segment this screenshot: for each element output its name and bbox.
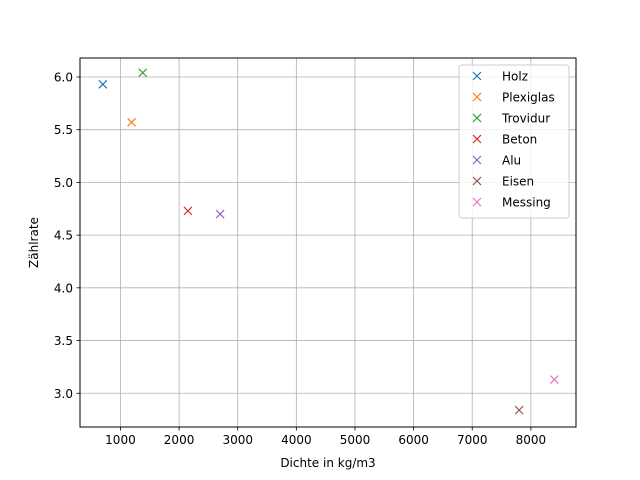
legend-marker <box>472 71 482 81</box>
legend-box <box>458 64 570 219</box>
legend: Holz Plexiglas Trovidur Beton Alu Eisen Messin… <box>458 64 570 219</box>
marker-stroke <box>183 206 193 216</box>
x-tick-label: 6000 <box>398 433 429 447</box>
y-tick-label: 4.5 <box>54 229 73 243</box>
marker-stroke <box>472 113 482 123</box>
marker-stroke <box>472 155 482 165</box>
marker-stroke <box>215 209 225 219</box>
x-tick-label: 5000 <box>340 433 371 447</box>
marker-stroke <box>472 134 482 144</box>
marker-stroke <box>514 405 524 415</box>
data-point-trovidur <box>138 68 148 78</box>
marker-stroke <box>472 92 482 102</box>
legend-label: Beton <box>502 133 537 147</box>
legend-entry-holz: Holz <box>472 70 528 84</box>
marker-stroke <box>549 375 559 384</box>
x-tick-label: 3000 <box>222 433 253 447</box>
legend-marker <box>472 197 482 207</box>
data-point-eisen <box>514 405 524 415</box>
data-point-messing <box>549 375 559 384</box>
x-tick-label: 7000 <box>457 433 488 447</box>
legend-entry-eisen: Eisen <box>472 175 534 189</box>
data-point-beton <box>183 206 193 216</box>
legend-label: Holz <box>502 70 528 84</box>
legend-entry-messing: Messing <box>472 196 551 210</box>
marker-stroke <box>472 176 482 186</box>
legend-label: Messing <box>502 196 551 210</box>
y-tick-label: 3.5 <box>54 334 73 348</box>
y-tick-label: 6.0 <box>54 70 73 84</box>
marker-stroke <box>138 68 148 78</box>
y-tick-label: 4.0 <box>54 281 73 295</box>
legend-marker <box>472 113 482 123</box>
legend-entry-alu: Alu <box>472 154 521 168</box>
y-axis-ticks: 3.0 3.5 4.0 4.5 5.0 5.5 6.0 <box>54 70 80 401</box>
legend-label: Trovidur <box>501 112 550 126</box>
legend-label: Eisen <box>502 175 534 189</box>
legend-entry-trovidur: Trovidur <box>472 112 550 126</box>
marker-stroke <box>472 197 482 207</box>
y-tick-label: 5.0 <box>54 176 73 190</box>
legend-label: Alu <box>502 154 521 168</box>
marker-stroke <box>98 79 108 89</box>
x-tick-label: 4000 <box>281 433 312 447</box>
legend-marker <box>472 155 482 165</box>
legend-marker <box>472 92 482 102</box>
data-point-holz <box>98 79 108 89</box>
x-tick-label: 2000 <box>164 433 195 447</box>
data-points <box>98 68 559 415</box>
y-axis-title: Zählrate <box>27 217 41 268</box>
y-tick-label: 3.0 <box>54 387 73 401</box>
x-axis-ticks: 1000 2000 3000 4000 5000 6000 7000 8000 <box>105 427 546 447</box>
y-tick-label: 5.5 <box>54 123 73 137</box>
legend-label: Plexiglas <box>502 91 555 105</box>
marker-stroke <box>472 71 482 81</box>
legend-marker <box>472 134 482 144</box>
legend-entry-plexiglas: Plexiglas <box>472 91 555 105</box>
marker-stroke <box>127 117 137 127</box>
x-axis-title: Dichte in kg/m3 <box>280 456 375 470</box>
x-tick-label: 8000 <box>516 433 547 447</box>
axes-frame <box>79 57 577 428</box>
x-tick-label: 1000 <box>105 433 136 447</box>
data-point-alu <box>215 209 225 219</box>
data-point-plexiglas <box>127 117 137 127</box>
legend-entry-beton: Beton <box>472 133 537 147</box>
legend-marker <box>472 176 482 186</box>
